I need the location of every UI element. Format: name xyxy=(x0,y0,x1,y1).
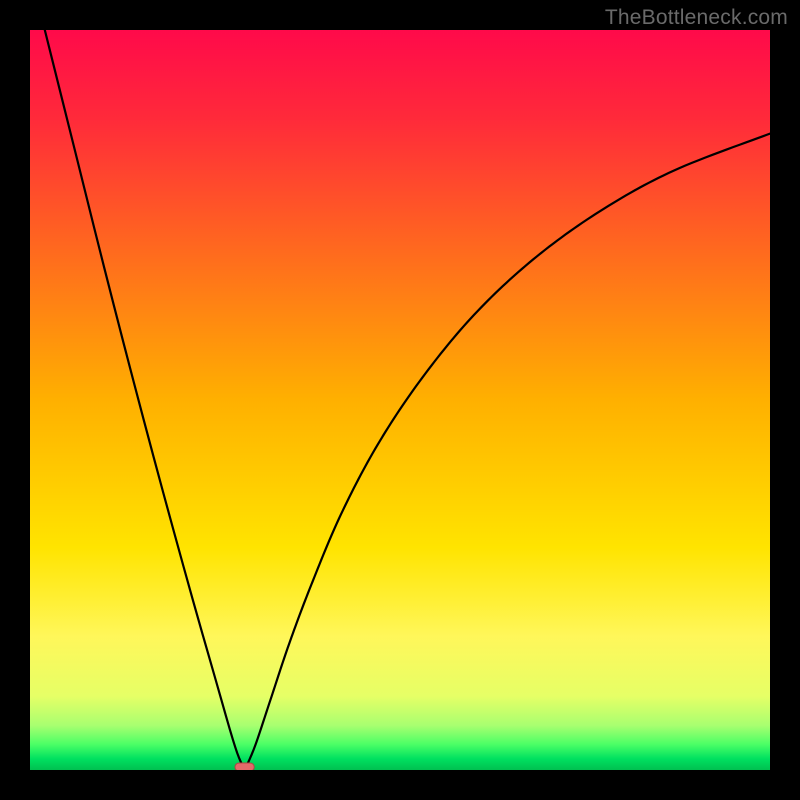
plot-area xyxy=(30,30,770,770)
chart-background xyxy=(30,30,770,770)
watermark-text: TheBottleneck.com xyxy=(605,6,788,30)
bottleneck-chart-svg xyxy=(30,30,770,770)
chart-container: { "watermark": { "text": "TheBottleneck.… xyxy=(0,0,800,800)
minimum-marker xyxy=(235,763,254,770)
